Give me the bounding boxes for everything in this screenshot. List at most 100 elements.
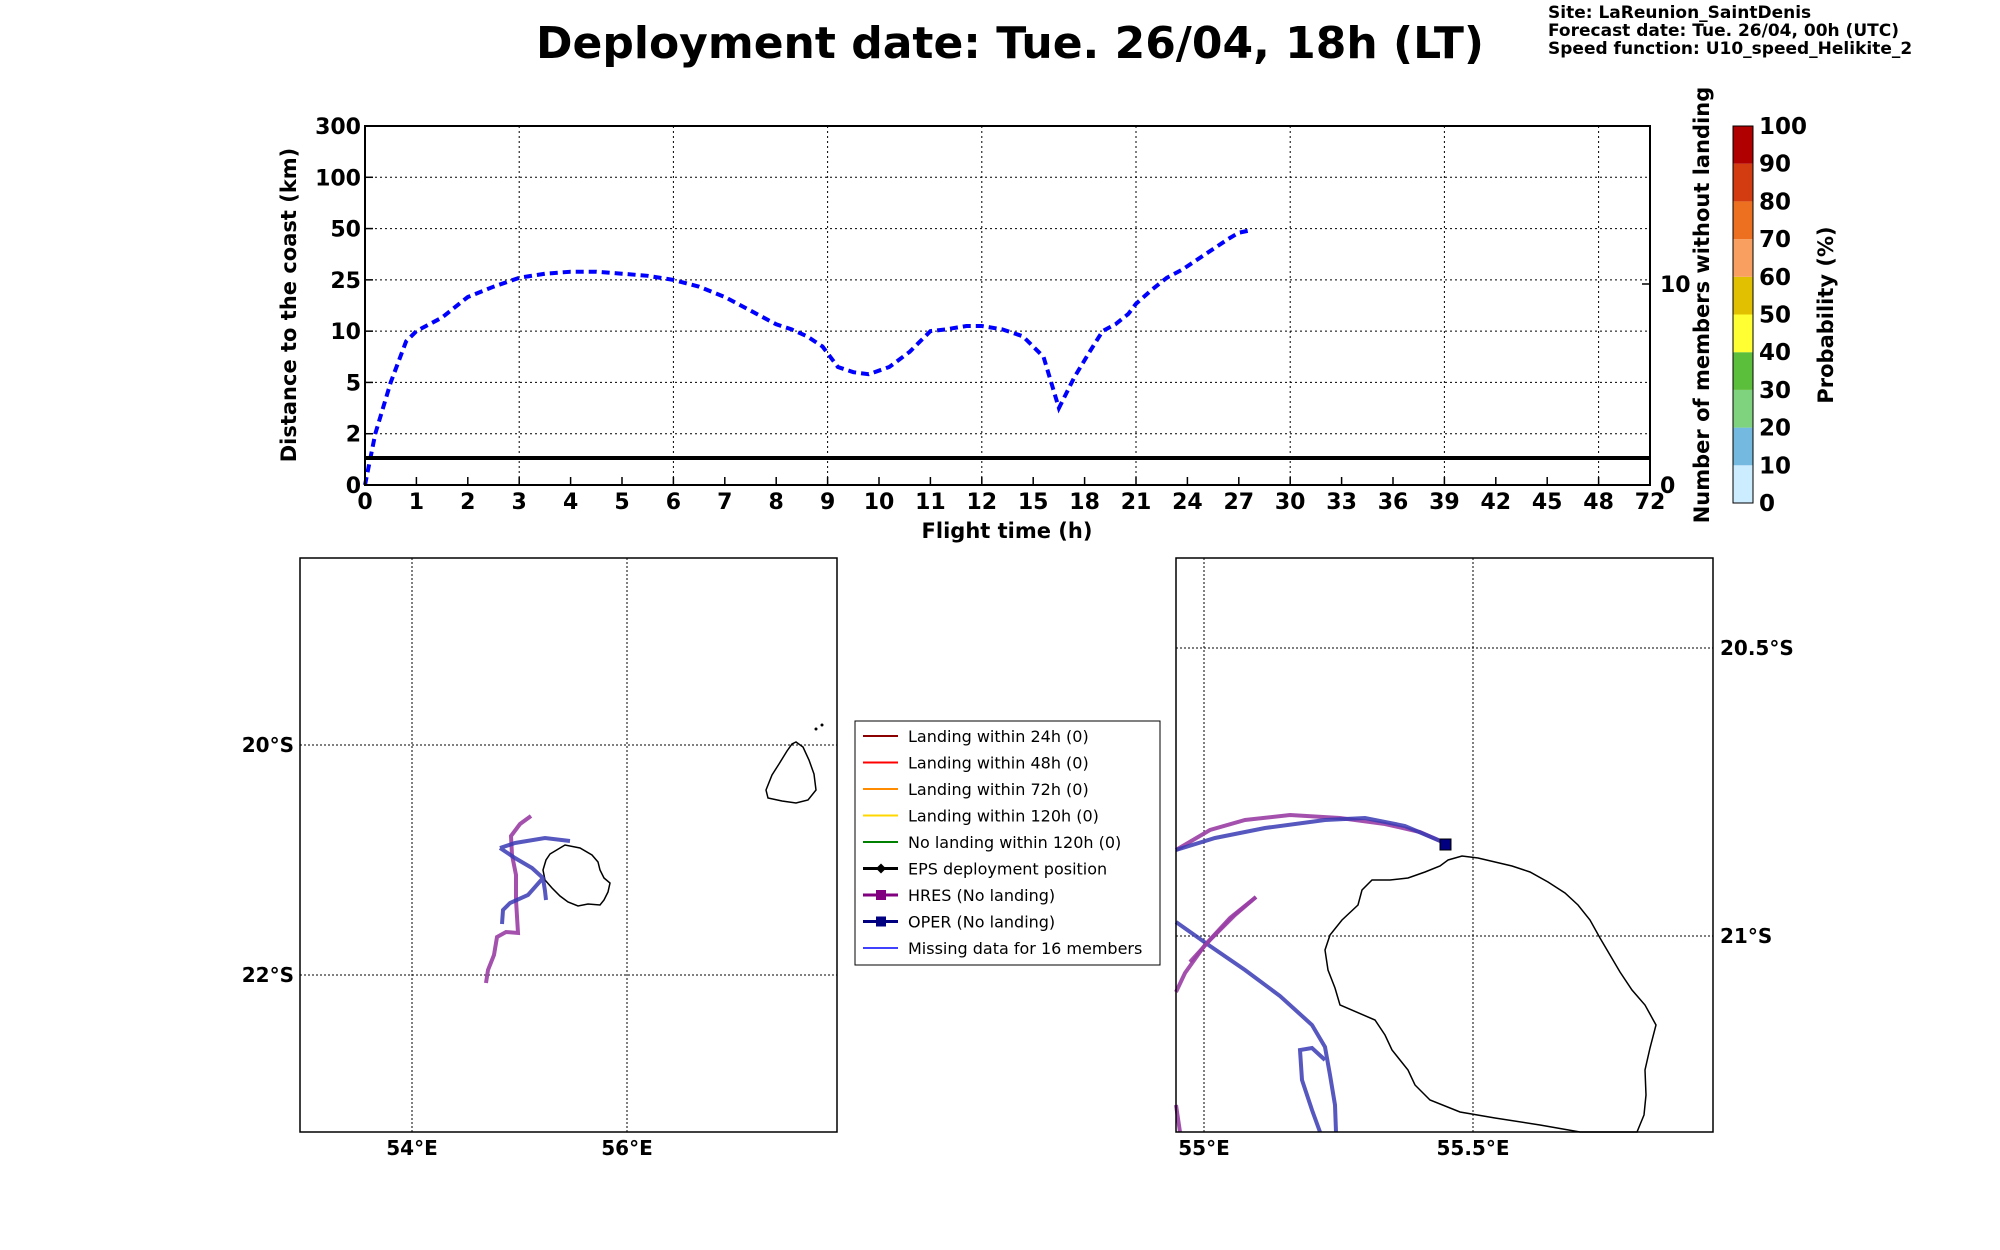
reunion-coastline [1324, 855, 1657, 1133]
oper-trajectory [498, 835, 571, 925]
legend-marker [876, 863, 886, 874]
legend-label: OPER (No landing) [908, 913, 1055, 932]
y-tick-label: 5 [346, 371, 361, 396]
x-tick-label: 15 [1018, 490, 1049, 515]
legend-label: Landing within 72h (0) [908, 780, 1089, 799]
colorbar-tick-label: 40 [1759, 340, 1791, 366]
colorbar-tick-label: 0 [1759, 491, 1775, 517]
colorbar-cell [1733, 201, 1753, 240]
y-tick-label: 50 [330, 218, 361, 243]
site-info: Site: LaReunion_SaintDenis [1548, 3, 1811, 23]
colorbar-cell [1733, 163, 1753, 202]
map-frame [299, 557, 838, 1133]
y-tick-label: 0 [346, 474, 361, 499]
lon-label: 55.5°E [1436, 1136, 1509, 1160]
colorbar-cell [1733, 465, 1753, 503]
y-tick-label: 2 [346, 423, 361, 448]
colorbar-tick-label: 80 [1759, 189, 1791, 215]
page-title: Deployment date: Tue. 26/04, 18h (LT) [536, 18, 1484, 69]
colorbar-tick-label: 10 [1759, 453, 1791, 479]
x-tick-label: 9 [820, 490, 835, 515]
chart-grid [365, 126, 1650, 485]
legend-frame [854, 720, 1161, 966]
y-tick-label: 10 [330, 320, 361, 345]
colorbar-tick-label: 50 [1759, 303, 1791, 329]
plot-frame [364, 125, 1651, 486]
map-frame [1175, 557, 1714, 1133]
lon-label: 54°E [386, 1136, 438, 1160]
island-dot [814, 727, 818, 731]
x-tick-label: 4 [563, 490, 578, 515]
colorbar-tick-label: 30 [1759, 378, 1791, 404]
colorbar-tick-label: 90 [1759, 152, 1791, 178]
colorbar-tick-label: 60 [1759, 265, 1791, 291]
oper-deployment-marker [1439, 838, 1452, 851]
lat-label: 21°S [1720, 924, 1772, 948]
right-y-tick-label: 10 [1660, 273, 1691, 298]
x-tick-label: 42 [1480, 490, 1511, 515]
hres-trajectory [1188, 895, 1258, 964]
legend-marker [876, 916, 886, 927]
legend-label: Missing data for 16 members [908, 939, 1142, 958]
legend-items: Landing within 24h (0) Landing within 48h… [863, 727, 1142, 958]
forecast-info: Forecast date: Tue. 26/04, 00h (UTC) [1548, 21, 1899, 41]
legend-label: Landing within 48h (0) [908, 754, 1089, 773]
lat-label: 22°S [242, 963, 294, 987]
colorbar-tick-label: 100 [1759, 114, 1807, 140]
distance-series-line [363, 228, 1250, 486]
x-tick-label: 24 [1172, 490, 1203, 515]
zoom-map: 20.5°S 21°S 55°E 55.5°E [1174, 557, 1794, 1160]
legend-marker [876, 890, 886, 900]
x-tick-label: 8 [769, 490, 784, 515]
colorbar-frame [1732, 125, 1754, 504]
x-tick-label: 12 [966, 490, 997, 515]
lat-label: 20°S [242, 733, 294, 757]
colorbar-cells [1733, 126, 1753, 503]
x-tick-label: 39 [1429, 490, 1460, 515]
legend-label: No landing within 120h (0) [908, 833, 1121, 852]
y-axis-label: Distance to the coast (km) [277, 148, 301, 463]
x-tick-label: 11 [915, 490, 946, 515]
colorbar-cell [1733, 239, 1753, 277]
legend-label: HRES (No landing) [908, 886, 1055, 905]
legend-label: Landing within 24h (0) [908, 727, 1089, 746]
lon-label: 55°E [1178, 1136, 1230, 1160]
x-tick-label: 10 [864, 490, 895, 515]
colorbar-label: Probability (%) [1814, 226, 1838, 403]
x-tick-label: 1 [409, 490, 424, 515]
x-tick-label: 48 [1583, 490, 1614, 515]
colorbar-cell [1733, 389, 1753, 428]
colorbar-tick-label: 70 [1759, 227, 1791, 253]
right-y-tick-label: 0 [1660, 474, 1675, 499]
x-axis-label: Flight time (h) [922, 519, 1093, 543]
mauritius-coastline [765, 741, 817, 804]
x-tick-label: 45 [1532, 490, 1563, 515]
colorbar-cell [1733, 314, 1753, 353]
x-tick-label: 72 [1635, 490, 1666, 515]
oper-trajectory [1174, 815, 1446, 1133]
x-tick-label: 6 [666, 490, 681, 515]
legend-label: EPS deployment position [908, 860, 1107, 879]
x-tick-label: 7 [717, 490, 732, 515]
legend: Landing within 24h (0) Landing within 48h… [854, 720, 1161, 966]
right-y-tick-labels: 0 10 [1642, 273, 1691, 499]
x-tick-label: 3 [512, 490, 527, 515]
colorbar-tick-labels: 0 10 20 30 40 50 60 70 80 90 100 [1759, 114, 1807, 517]
y-tick-label: 25 [330, 269, 361, 294]
x-tick-label: 0 [357, 490, 372, 515]
x-tick-label: 5 [614, 490, 629, 515]
colorbar-cell [1733, 427, 1753, 466]
distance-chart: 0 1 2 3 4 5 6 7 8 9 10 11 12 15 18 21 24 27 30 33 36 39 42 45 48… [277, 87, 1714, 543]
speed-info: Speed function: U10_speed_Helikite_2 [1548, 39, 1912, 59]
x-tick-label: 2 [460, 490, 475, 515]
island-dot [820, 723, 824, 727]
right-y-axis-label: Number of members without landing [1690, 87, 1714, 524]
x-tick-label: 18 [1069, 490, 1100, 515]
y-tick-label: 300 [315, 115, 361, 140]
x-tick-label: 30 [1275, 490, 1306, 515]
hres-trajectory [1174, 812, 1446, 1133]
overview-map: 20°S 22°S 54°E 56°E [242, 557, 838, 1160]
x-tick-labels: 0 1 2 3 4 5 6 7 8 9 10 11 12 15 18 21 24 27 30 33 36 39 42 45 48… [357, 477, 1665, 515]
reunion-coastline [542, 844, 611, 907]
